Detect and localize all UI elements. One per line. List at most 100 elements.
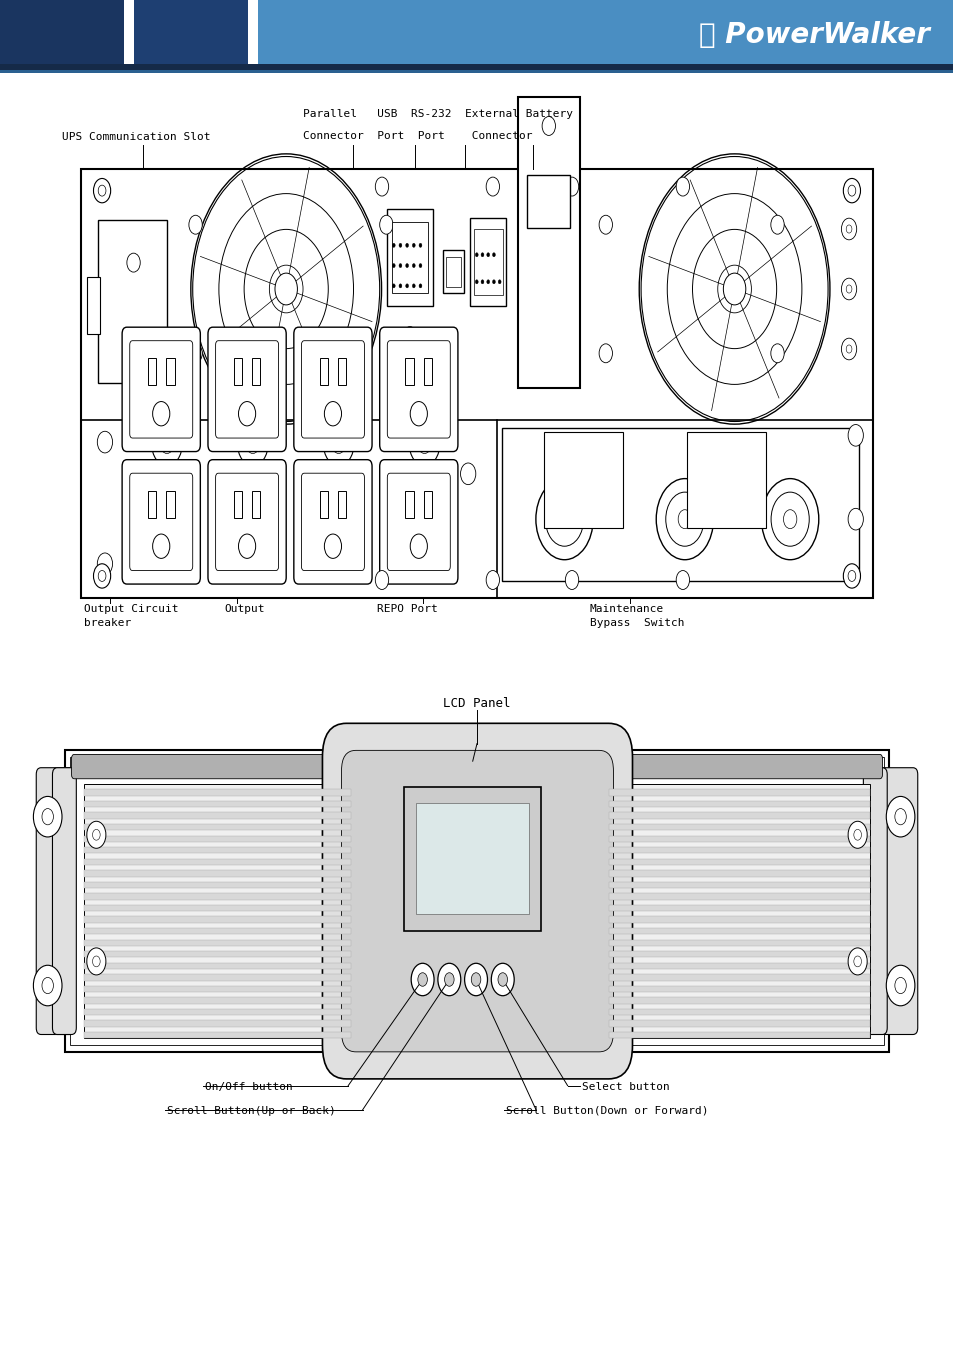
Circle shape [770,215,783,234]
FancyBboxPatch shape [608,998,869,1003]
FancyBboxPatch shape [294,327,372,452]
Circle shape [412,284,415,288]
FancyBboxPatch shape [0,70,953,73]
Text: Scroll Button(Down or Forward): Scroll Button(Down or Forward) [505,1106,707,1115]
Circle shape [678,510,691,529]
Circle shape [497,280,500,284]
FancyBboxPatch shape [319,491,328,518]
FancyBboxPatch shape [322,723,632,1079]
FancyBboxPatch shape [84,848,351,853]
FancyBboxPatch shape [257,0,953,70]
FancyBboxPatch shape [84,836,351,842]
Circle shape [409,422,439,465]
FancyBboxPatch shape [608,790,869,796]
Circle shape [471,972,480,986]
FancyBboxPatch shape [84,917,351,923]
FancyBboxPatch shape [405,358,414,385]
FancyBboxPatch shape [608,823,869,830]
FancyBboxPatch shape [215,341,278,438]
Circle shape [33,965,62,1006]
FancyBboxPatch shape [608,800,869,807]
Circle shape [379,343,393,362]
Circle shape [33,796,62,837]
FancyBboxPatch shape [84,1032,351,1038]
Circle shape [486,177,499,196]
Circle shape [665,492,703,546]
Circle shape [98,185,106,196]
FancyBboxPatch shape [387,208,433,306]
FancyBboxPatch shape [608,859,869,865]
FancyBboxPatch shape [423,491,432,518]
Circle shape [770,343,783,362]
Circle shape [486,571,499,589]
Circle shape [405,284,408,288]
FancyBboxPatch shape [413,342,430,396]
Circle shape [398,264,401,268]
Circle shape [323,422,354,465]
Circle shape [676,571,689,589]
FancyBboxPatch shape [470,218,506,306]
FancyBboxPatch shape [71,754,882,779]
Circle shape [411,963,434,995]
FancyBboxPatch shape [686,433,765,527]
Circle shape [845,224,851,233]
FancyBboxPatch shape [387,341,450,438]
FancyBboxPatch shape [233,358,242,385]
Circle shape [189,343,202,362]
FancyBboxPatch shape [133,0,248,70]
Circle shape [760,479,818,560]
FancyBboxPatch shape [404,787,540,930]
Circle shape [545,492,583,546]
Circle shape [676,177,689,196]
Circle shape [412,264,415,268]
Circle shape [392,264,395,268]
Circle shape [324,402,341,426]
Circle shape [841,218,856,239]
Circle shape [127,253,140,272]
Circle shape [853,829,861,840]
FancyBboxPatch shape [319,358,328,385]
FancyBboxPatch shape [501,427,858,581]
FancyBboxPatch shape [70,757,883,1045]
Circle shape [417,972,427,986]
FancyBboxPatch shape [379,460,457,584]
FancyBboxPatch shape [87,277,100,334]
FancyBboxPatch shape [879,768,917,1034]
Circle shape [475,253,477,257]
FancyBboxPatch shape [130,473,193,571]
Circle shape [486,253,489,257]
Circle shape [497,972,507,986]
Circle shape [437,963,460,995]
Circle shape [92,956,100,967]
FancyBboxPatch shape [527,176,570,227]
Text: REPO Port: REPO Port [376,604,437,614]
Circle shape [847,821,866,848]
Circle shape [274,273,297,306]
FancyBboxPatch shape [36,768,74,1034]
Circle shape [42,977,53,994]
Circle shape [332,434,345,453]
Circle shape [418,284,421,288]
Circle shape [392,243,395,247]
Text: Maintenance
Bypass  Switch: Maintenance Bypass Switch [589,604,683,629]
Circle shape [405,243,408,247]
Circle shape [486,280,489,284]
Circle shape [152,402,170,426]
FancyBboxPatch shape [608,871,869,876]
FancyBboxPatch shape [166,358,174,385]
FancyBboxPatch shape [608,940,869,946]
FancyBboxPatch shape [608,848,869,853]
Circle shape [565,177,578,196]
Circle shape [392,284,395,288]
Circle shape [847,508,862,530]
Circle shape [375,177,388,196]
FancyBboxPatch shape [166,491,174,518]
Circle shape [770,492,808,546]
FancyBboxPatch shape [341,750,613,1052]
Circle shape [160,434,173,453]
FancyBboxPatch shape [233,491,242,518]
Circle shape [598,343,612,362]
Circle shape [541,116,555,135]
Circle shape [565,571,578,589]
Circle shape [152,422,182,465]
